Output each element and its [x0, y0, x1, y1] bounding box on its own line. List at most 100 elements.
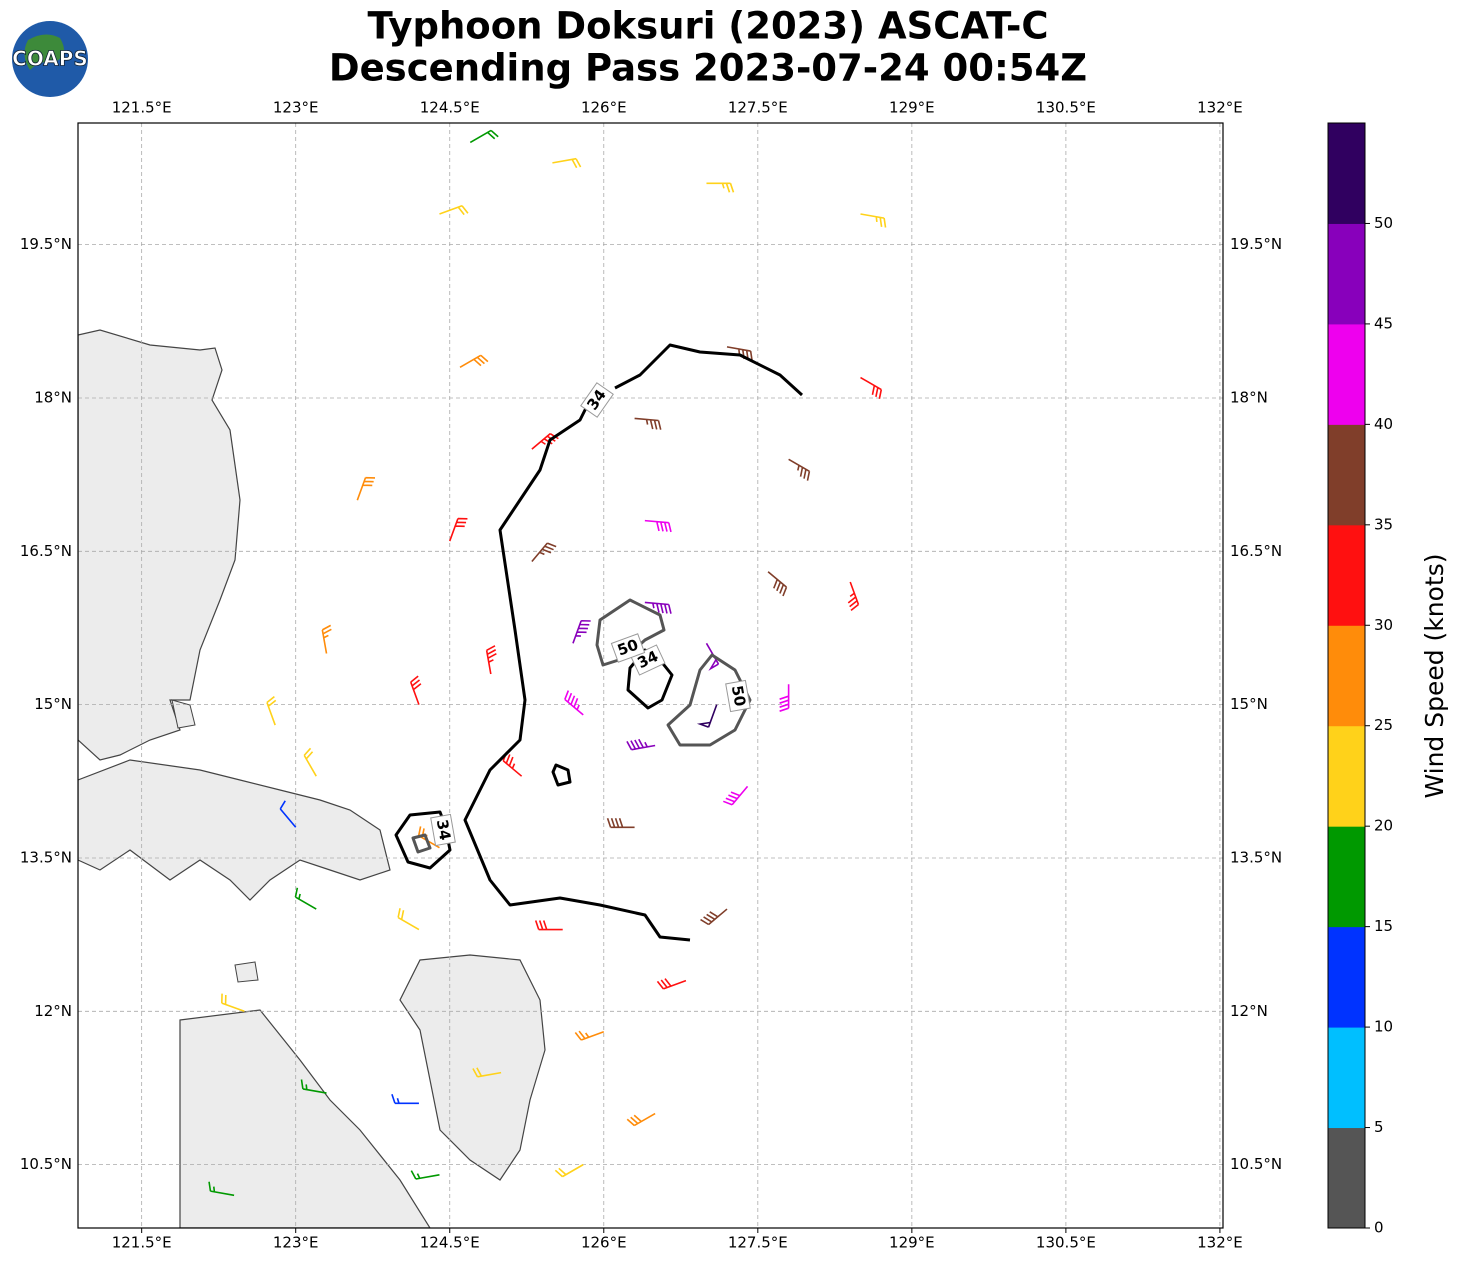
- x-tick-label: 121.5°E: [112, 1234, 172, 1252]
- y-tick-label: 13.5°N: [20, 848, 72, 866]
- wind-barb: [656, 978, 687, 990]
- colorbar-segment: [1328, 1127, 1365, 1229]
- wind-barb: [779, 684, 790, 712]
- colorbar-segment: [1328, 1027, 1365, 1129]
- x-tick-label: 132°E: [1197, 1234, 1243, 1252]
- logo: COAPS: [12, 21, 88, 97]
- colorbar-tick-label: 50: [1374, 214, 1393, 232]
- wind-barb: [469, 129, 499, 144]
- x-tick-label: 126°E: [581, 1234, 627, 1252]
- wind-barb: [626, 738, 656, 751]
- label-box: [430, 813, 456, 847]
- wind-barb: [626, 1112, 656, 1127]
- x-tick-label-top: 123°E: [273, 99, 319, 117]
- y-tick-label-right: 18°N: [1230, 388, 1268, 406]
- colorbar-tick-label: 20: [1374, 817, 1393, 835]
- wind-barb: [448, 517, 468, 542]
- grid: 121.5°E 121.5°E 123°E 123°E 124.5°E 124.5°E 12…: [20, 99, 1282, 1252]
- x-tick-label: 123°E: [273, 1234, 319, 1252]
- contour-label: 34: [433, 818, 454, 842]
- barbs: [208, 129, 887, 1197]
- x-tick-label: 129°E: [889, 1234, 935, 1252]
- visayas: [179, 1009, 431, 1228]
- wind-barb: [531, 542, 557, 563]
- contour-50: [595, 598, 666, 667]
- wind-barb: [221, 993, 245, 1013]
- colorbar: 0 5 10 15 20 25 30 35 40 45 50: [1327, 122, 1393, 1237]
- x-tick-label-top: 121.5°E: [112, 99, 172, 117]
- wind-barb: [644, 601, 672, 614]
- wind-barb: [208, 1181, 235, 1197]
- y-tick-label-right: 10.5°N: [1230, 1155, 1282, 1173]
- wind-barb: [410, 1170, 440, 1180]
- wind-barb: [574, 1030, 605, 1041]
- x-tick-label-top: 129°E: [889, 99, 935, 117]
- colorbar-tick-label: 5: [1374, 1118, 1384, 1136]
- colorbar-tick-label: 30: [1374, 616, 1393, 634]
- colorbar-segment: [1328, 826, 1365, 928]
- wind-barb: [552, 157, 582, 169]
- wind-barb: [767, 571, 788, 597]
- wind-barb: [266, 696, 277, 726]
- colorbar-tick-label: 10: [1374, 1018, 1393, 1036]
- wind-barb: [397, 908, 420, 931]
- wind-barb: [356, 476, 376, 501]
- wind-barb: [706, 182, 735, 193]
- island: [171, 699, 196, 729]
- wind-barb: [696, 704, 718, 728]
- x-tick-label-top: 127.5°E: [728, 99, 788, 117]
- wind-barb: [534, 920, 563, 931]
- land: [78, 329, 546, 1228]
- wind-barb: [788, 458, 811, 481]
- y-tick-label: 19.5°N: [20, 235, 72, 253]
- wind-barb: [391, 1094, 419, 1105]
- wind-barb: [459, 354, 489, 368]
- wind-barb: [409, 675, 422, 705]
- wind-barb: [485, 645, 497, 675]
- x-tick-label: 130.5°E: [1036, 1234, 1096, 1252]
- wind-barb: [634, 417, 662, 430]
- contour-34: [614, 343, 804, 397]
- wind-barb: [321, 624, 332, 654]
- wind-barb: [300, 1079, 327, 1094]
- wind-barb: [726, 346, 753, 361]
- logo-land: [24, 34, 65, 70]
- y-tick-label: 12°N: [34, 1002, 72, 1020]
- wind-barb: [722, 785, 749, 806]
- y-tick-label: 15°N: [34, 695, 72, 713]
- wind-barb: [279, 800, 297, 828]
- colorbar-frame: [1327, 122, 1366, 1229]
- contour-34: [551, 763, 572, 787]
- bicol: [78, 759, 391, 901]
- colorbar-segment: [1328, 926, 1365, 1028]
- x-tick-label: 124.5°E: [420, 1234, 480, 1252]
- wind-barb: [572, 619, 591, 644]
- colorbar-segment: [1328, 123, 1365, 224]
- wind-barb: [303, 747, 317, 777]
- colorbar-tick-label: 0: [1374, 1219, 1384, 1237]
- colorbar-tick-label: 15: [1374, 917, 1393, 935]
- y-tick-label-right: 15°N: [1230, 695, 1268, 713]
- x-tick-label-top: 130.5°E: [1036, 99, 1096, 117]
- colorbar-segment: [1328, 424, 1365, 526]
- subtitle: Descending Pass 2023-07-24 00:54Z: [329, 47, 1087, 90]
- colorbar-label: Wind Speed (knots): [1420, 553, 1449, 798]
- x-tick-label-top: 124.5°E: [420, 99, 480, 117]
- label-box: [580, 382, 614, 418]
- wind-barb: [700, 908, 728, 926]
- x-tick-label-top: 126°E: [581, 99, 627, 117]
- logo-text: COAPS: [12, 47, 88, 71]
- wind-barb: [644, 519, 672, 533]
- island: [234, 961, 259, 983]
- wind-barb: [847, 581, 860, 612]
- x-tick-label: 127.5°E: [728, 1234, 788, 1252]
- wind-barb: [606, 818, 635, 829]
- x-tick-label-top: 132°E: [1197, 99, 1243, 117]
- wind-barb: [564, 690, 584, 716]
- wind-barb: [472, 1067, 502, 1078]
- colorbar-segment: [1328, 223, 1365, 325]
- contour-label: 50: [728, 684, 749, 708]
- contours: [394, 343, 804, 942]
- colorbar-segment: [1328, 323, 1365, 425]
